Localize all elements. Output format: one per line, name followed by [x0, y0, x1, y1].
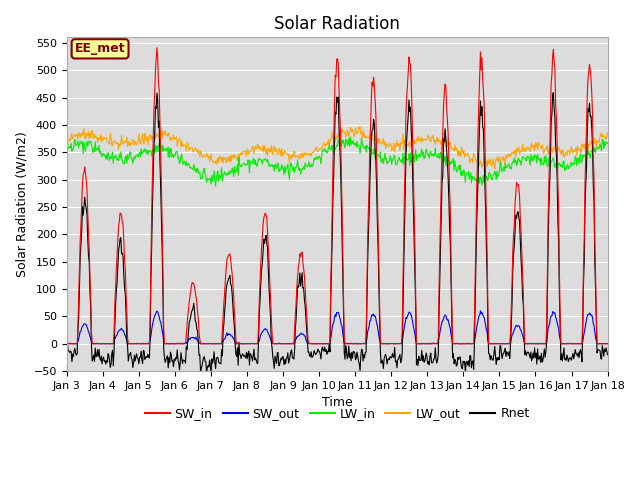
- Rnet: [63, 346, 70, 352]
- SW_out: [63, 341, 70, 347]
- SW_out: [74, 341, 81, 347]
- LW_out: [491, 166, 499, 172]
- SW_in: [419, 341, 427, 347]
- LW_out: [604, 130, 611, 136]
- Line: SW_out: SW_out: [67, 311, 607, 344]
- LW_in: [604, 141, 611, 146]
- SW_in: [404, 83, 412, 88]
- SW_in: [128, 341, 136, 347]
- Line: LW_in: LW_in: [67, 137, 607, 186]
- X-axis label: Time: Time: [322, 396, 353, 409]
- SW_out: [184, 339, 191, 345]
- Y-axis label: Solar Radiation (W/m2): Solar Radiation (W/m2): [15, 132, 28, 277]
- Rnet: [183, 347, 191, 352]
- SW_out: [404, 313, 412, 319]
- Rnet: [404, 125, 412, 131]
- LW_out: [183, 141, 191, 146]
- Rnet: [212, 355, 220, 361]
- LW_out: [63, 139, 70, 145]
- LW_out: [212, 158, 220, 164]
- Line: SW_in: SW_in: [67, 48, 607, 344]
- Text: EE_met: EE_met: [75, 42, 125, 55]
- LW_out: [356, 124, 364, 130]
- SW_out: [604, 341, 611, 347]
- Rnet: [550, 90, 557, 96]
- SW_out: [212, 341, 220, 347]
- SW_out: [129, 341, 137, 347]
- SW_in: [604, 341, 611, 347]
- Rnet: [207, 371, 215, 376]
- SW_out: [419, 340, 427, 346]
- Rnet: [128, 357, 136, 363]
- Title: Solar Radiation: Solar Radiation: [274, 15, 400, 33]
- LW_in: [128, 156, 136, 162]
- Legend: SW_in, SW_out, LW_in, LW_out, Rnet: SW_in, SW_out, LW_in, LW_out, Rnet: [140, 402, 534, 425]
- Rnet: [419, 353, 427, 359]
- SW_out: [477, 308, 484, 314]
- LW_in: [346, 134, 354, 140]
- LW_out: [72, 131, 80, 137]
- LW_in: [404, 156, 412, 162]
- SW_in: [72, 341, 80, 347]
- Line: LW_out: LW_out: [67, 127, 607, 169]
- LW_in: [420, 156, 428, 162]
- Rnet: [72, 352, 80, 358]
- LW_in: [212, 176, 220, 181]
- SW_out: [63, 341, 71, 347]
- SW_in: [63, 341, 70, 347]
- SW_in: [184, 313, 191, 319]
- LW_out: [128, 141, 136, 146]
- LW_in: [212, 183, 220, 189]
- LW_in: [183, 163, 191, 168]
- Line: Rnet: Rnet: [67, 93, 607, 373]
- SW_in: [212, 341, 220, 347]
- Rnet: [604, 352, 611, 358]
- LW_out: [419, 138, 427, 144]
- LW_in: [63, 144, 70, 150]
- SW_in: [153, 45, 161, 50]
- LW_in: [72, 143, 80, 148]
- LW_out: [404, 142, 412, 148]
